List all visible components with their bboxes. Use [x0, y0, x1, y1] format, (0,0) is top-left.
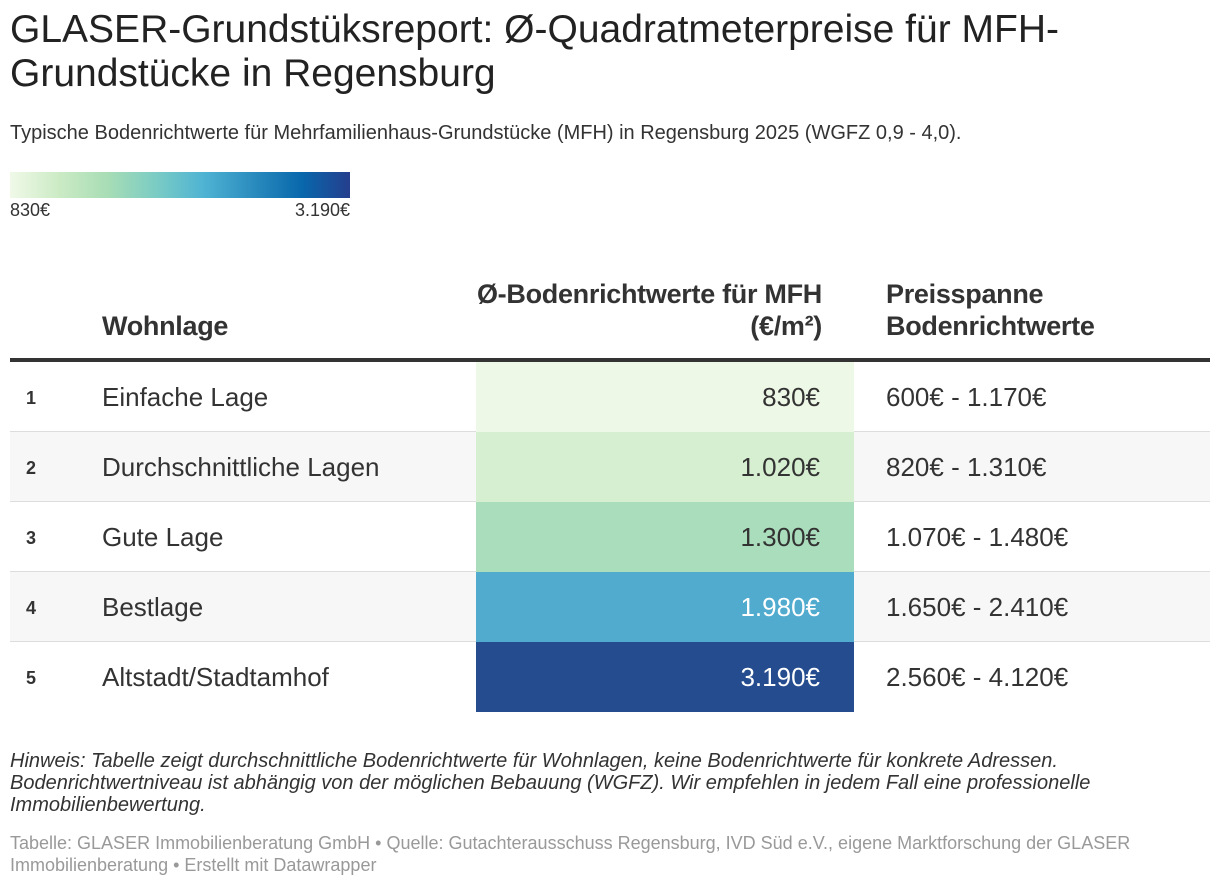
legend-labels: 830€ 3.190€ — [10, 198, 350, 222]
column-header-preisspanne[interactable]: Preisspanne Bodenrichtwerte — [886, 279, 1095, 341]
wohnlage-cell: Durchschnittliche Lagen — [102, 452, 380, 482]
column-header-bodenrichtwert[interactable]: Ø-Bodenrichtwerte für MFH (€/m²) — [476, 279, 822, 341]
legend-max-label: 3.190€ — [294, 200, 350, 220]
table-header: Wohnlage Ø-Bodenrichtwerte für MFH (€/m²… — [10, 276, 1210, 362]
table-row: 4 Bestlage 1.980€ 1.650€ - 2.410€ — [10, 572, 1210, 642]
footnote: Hinweis: Tabelle zeigt durchschnittliche… — [10, 750, 1091, 816]
table-row: 5 Altstadt/Stadtamhof 3.190€ 2.560€ - 4.120… — [10, 642, 1210, 712]
preisspanne-cell: 600€ - 1.170€ — [886, 382, 1047, 412]
preisspanne-cell: 1.650€ - 2.410€ — [886, 592, 1069, 622]
wohnlage-cell: Bestlage — [102, 592, 204, 622]
wohnlage-cell: Gute Lage — [102, 522, 224, 552]
bodenrichtwert-cell: 1.980€ — [476, 572, 854, 642]
bodenrichtwert-cell: 830€ — [476, 362, 854, 432]
bodenrichtwert-cell: 1.300€ — [476, 502, 854, 572]
table-row: 1 Einfache Lage 830€ 600€ - 1.170€ — [10, 362, 1210, 432]
source-credit: Tabelle: GLASER Immobilienberatung GmbH … — [10, 833, 1131, 875]
table-body: 1 Einfache Lage 830€ 600€ - 1.170€ 2 Durchsch… — [10, 362, 1210, 712]
preisspanne-cell: 820€ - 1.310€ — [886, 452, 1047, 482]
chart-subtitle: Typische Bodenrichtwerte für Mehrfamilie… — [10, 122, 962, 144]
legend-min-label: 830€ — [10, 200, 51, 220]
data-table: Wohnlage Ø-Bodenrichtwerte für MFH (€/m²… — [10, 276, 1210, 712]
wohnlage-cell: Einfache Lage — [102, 382, 269, 412]
row-number: 2 — [26, 458, 37, 478]
wohnlage-cell: Altstadt/Stadtamhof — [102, 662, 329, 692]
column-header-wohnlage[interactable]: Wohnlage — [102, 311, 229, 341]
chart-title: GLASER-Grundstüksreport: Ø-Quadratmeterp… — [10, 8, 1059, 95]
preisspanne-cell: 1.070€ - 1.480€ — [886, 522, 1069, 552]
bodenrichtwert-cell: 3.190€ — [476, 642, 854, 712]
table-row: 2 Durchschnittliche Lagen 1.020€ 820€ - 1.3… — [10, 432, 1210, 502]
row-number: 3 — [26, 528, 37, 548]
legend-gradient-bar — [10, 172, 350, 198]
row-number: 1 — [26, 388, 37, 408]
row-number: 5 — [26, 668, 37, 688]
bodenrichtwert-cell: 1.020€ — [476, 432, 854, 502]
color-legend: 830€ 3.190€ — [10, 172, 350, 222]
row-number: 4 — [26, 598, 37, 618]
preisspanne-cell: 2.560€ - 4.120€ — [886, 662, 1069, 692]
table-row: 3 Gute Lage 1.300€ 1.070€ - 1.480€ — [10, 502, 1210, 572]
